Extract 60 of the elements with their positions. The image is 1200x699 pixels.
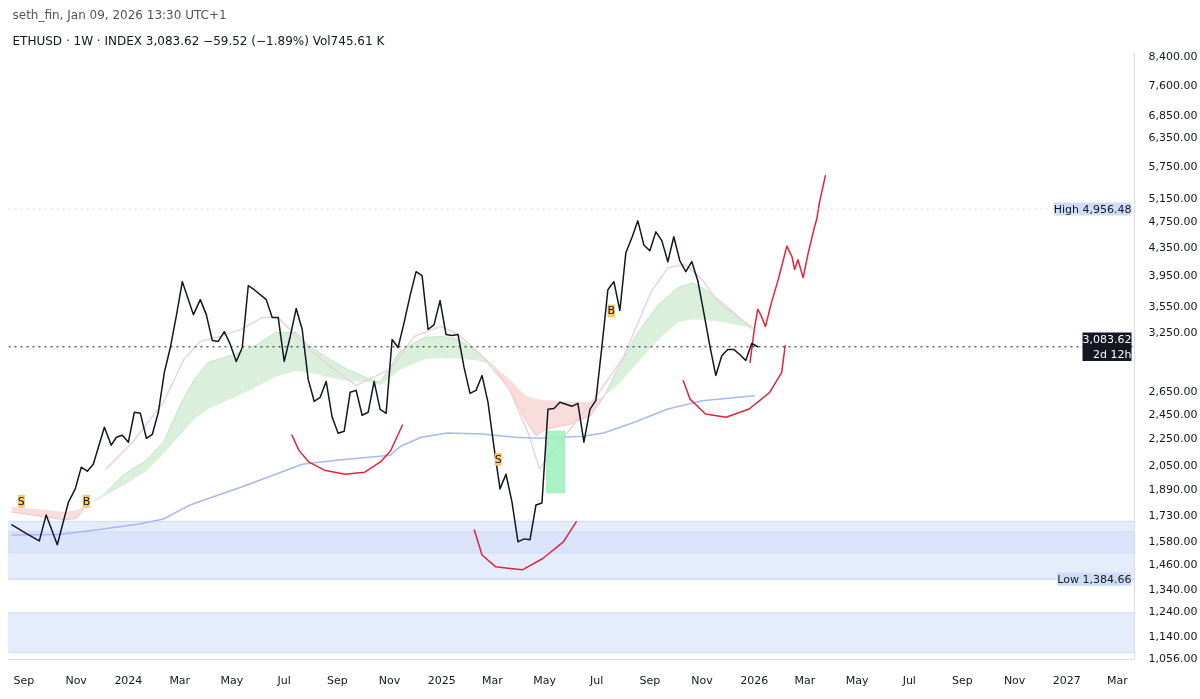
x-tick-label: Nov (691, 673, 714, 687)
x-tick-label: Sep (326, 673, 348, 687)
x-tick-label: Sep (952, 673, 973, 687)
y-tick-label: 3,550.00 (1148, 299, 1198, 313)
line-series (105, 263, 754, 470)
x-tick-label: Nov (378, 673, 401, 687)
y-tick-label: 8,400.00 (1148, 49, 1198, 63)
x-tick-label: 2026 (740, 673, 769, 687)
x-tick-label: 2027 (1052, 673, 1081, 687)
y-tick-label: 5,150.00 (1148, 191, 1198, 205)
y-tick-label: 1,460.00 (1148, 557, 1198, 571)
x-tick-label: Mar (1107, 673, 1129, 687)
ref-line-label: High 4,956.48 (1053, 202, 1132, 216)
x-tick-label: Jul (589, 673, 604, 687)
x-tick-label: Jul (901, 673, 916, 687)
y-tick-label: 2,050.00 (1148, 459, 1198, 473)
x-tick-label: May (533, 673, 557, 687)
x-tick-label: Mar (481, 673, 504, 687)
x-tick-label: Mar (794, 673, 816, 687)
y-tick-label: 7,600.00 (1148, 78, 1198, 92)
y-tick-label: 4,350.00 (1148, 240, 1198, 254)
annotation: S (17, 494, 25, 508)
y-tick-label: 6,350.00 (1148, 131, 1198, 145)
y-tick-label: 1,140.00 (1148, 629, 1198, 643)
y-tick-label: 2,250.00 (1148, 432, 1198, 446)
y-tick-label: 2,650.00 (1148, 384, 1198, 398)
annotation: S (494, 452, 502, 466)
x-tick-label: May (845, 673, 869, 687)
y-tick-label: 3,950.00 (1148, 268, 1198, 282)
chart-title: ETHUSD · 1W · INDEX 3,083.62 −59.52 (−1.89%) Vol745.61 K (12, 33, 386, 48)
y-tick-label: 1,056.00 (1148, 651, 1198, 665)
y-tick-label: 6,850.00 (1148, 109, 1198, 123)
ref-line-label: 3,083.62 2d 12h (1082, 332, 1132, 362)
y-tick-label: 1,730.00 (1148, 508, 1198, 522)
line-series (473, 521, 577, 571)
y-tick-label: 5,750.00 (1148, 159, 1198, 173)
x-tick-label: Jul (276, 673, 291, 687)
y-tick-label: 3,250.00 (1148, 325, 1198, 339)
text: seth_fin, Jan 09, 2026 13:30 UTC+1 (12, 7, 227, 22)
annotation: B (82, 494, 91, 508)
line-series (682, 345, 786, 419)
x-tick-label: Nov (65, 673, 88, 687)
ref-line-label: Low 1,384.66 (1057, 572, 1132, 586)
annotation: B (607, 304, 616, 318)
y-tick-label: 1,580.00 (1148, 534, 1198, 548)
x-tick-label: Sep (13, 673, 35, 687)
x-tick-label: Mar (169, 673, 191, 687)
line-series (11, 395, 756, 536)
y-tick-label: 1,340.00 (1148, 582, 1198, 596)
x-tick-label: Sep (639, 673, 661, 687)
x-tick-label: 2025 (427, 673, 456, 687)
y-tick-label: 2,450.00 (1148, 407, 1198, 421)
x-tick-label: 2024 (114, 673, 143, 687)
x-tick-label: May (220, 673, 244, 687)
line-series (291, 424, 404, 475)
line-series (749, 174, 827, 364)
y-tick-label: 1,240.00 (1148, 605, 1198, 619)
y-tick-label: 1,890.00 (1148, 482, 1198, 496)
y-tick-label: 4,750.00 (1148, 215, 1198, 229)
x-tick-label: Nov (1003, 673, 1026, 687)
